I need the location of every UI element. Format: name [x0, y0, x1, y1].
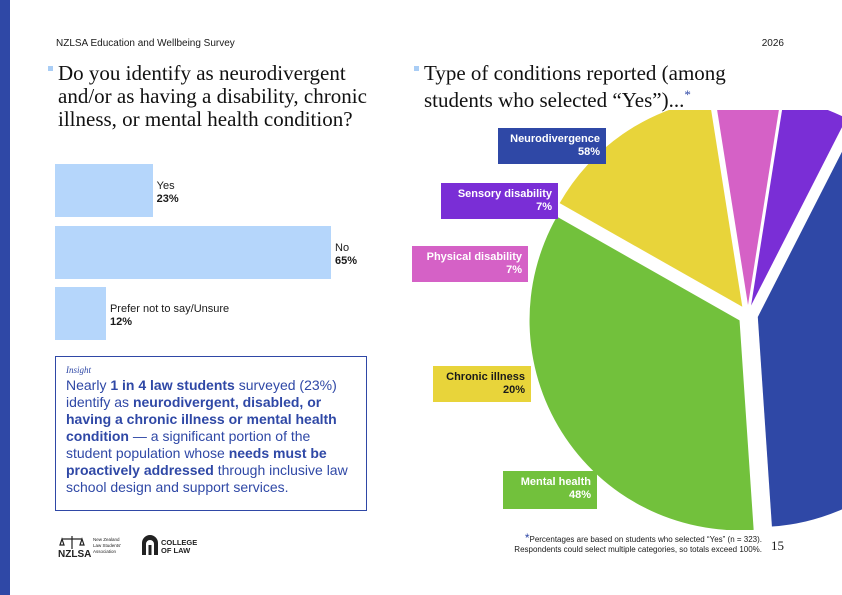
pie-value-label: 7% [506, 264, 522, 276]
pie-category-label: Sensory disability [457, 188, 552, 200]
pie-category-label: Mental health [520, 476, 591, 488]
nzlsa-logo-subtitle-1: New Zealand [93, 537, 120, 542]
college-logo-text-2: OF LAW [161, 546, 191, 555]
pie-label-neurodivergence: Neurodivergence 58% [498, 128, 606, 164]
bar-category-label: Prefer not to say/Unsure [109, 303, 230, 315]
accent-side-bar [0, 0, 10, 595]
insight-box: Insight Nearly 1 in 4 law students surve… [55, 356, 367, 511]
pie-chart [529, 110, 842, 530]
pie-category-label: Physical disability [426, 251, 522, 263]
nzlsa-logo-subtitle-2: Law Students' [93, 543, 121, 548]
pie-label-chronic-illness: Chronic illness 20% [433, 366, 531, 402]
pie-value-label: 7% [536, 201, 552, 213]
pie-slice-sensory-disability [751, 110, 842, 306]
pie-label-physical-disability: Physical disability 7% [412, 246, 528, 282]
footnote-line-1: Percentages are based on students who se… [529, 535, 762, 544]
pie-value-label: 20% [502, 384, 525, 396]
bar-label: Prefer not to say/Unsure 12% [110, 303, 229, 329]
pie-label-mental-health: Mental health 48% [503, 471, 597, 509]
page-number: 15 [771, 538, 784, 553]
bullet-square-icon [48, 66, 53, 71]
nzlsa-logo: NZLSA New Zealand Law Students' Associat… [56, 533, 136, 564]
footnote-line-2: Respondents could select multiple catego… [514, 545, 762, 554]
survey-year: 2026 [761, 38, 784, 49]
insight-body: Nearly 1 in 4 law students surveyed (23%… [66, 377, 348, 495]
bar-value-label: 23% [156, 193, 179, 205]
footnote: *Percentages are based on students who s… [514, 531, 762, 555]
college-of-law-logo: COLLEGE OF LAW [140, 533, 204, 564]
bar-label: No 65% [335, 242, 357, 268]
bar-value-label: 65% [335, 255, 358, 267]
asterisk-marker: * [684, 87, 691, 102]
pie-label-sensory-disability: Sensory disability 7% [441, 183, 558, 219]
survey-title: NZLSA Education and Wellbeing Survey [56, 38, 235, 49]
pie-value-label: 58% [577, 146, 600, 158]
question-title: Do you identify as neurodivergent and/or… [58, 61, 367, 131]
pie-value-label: 48% [568, 489, 591, 501]
bar-value-label: 12% [109, 316, 132, 328]
bar-yes [55, 164, 153, 217]
nzlsa-logo-subtitle-3: Association [93, 549, 117, 554]
bar-no [55, 226, 331, 279]
insight-title: Insight [66, 365, 92, 375]
bar-category-label: Yes [156, 180, 175, 192]
chart-title: Type of conditions reported (among stude… [424, 61, 726, 112]
footnote-asterisk: * [524, 531, 530, 545]
nzlsa-logo-text: NZLSA [58, 549, 91, 559]
bar-label: Yes 23% [157, 180, 179, 206]
pie-slice-mental-health [529, 216, 754, 530]
pie-slice-physical-disability [717, 110, 779, 305]
pie-category-label: Chronic illness [446, 371, 525, 383]
pie-slice-neurodivergence [757, 151, 842, 527]
bar-category-label: No [335, 242, 350, 254]
college-logo-text-1: COLLEGE [161, 538, 197, 547]
bar-prefer-not-to-say-unsure [55, 287, 106, 340]
bullet-square-icon [414, 66, 419, 71]
pie-category-label: Neurodivergence [510, 133, 600, 145]
